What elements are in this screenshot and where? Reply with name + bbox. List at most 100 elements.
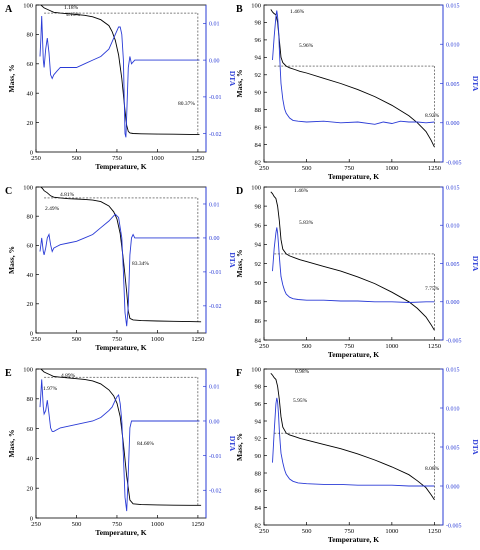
x-tick-label: 1250 (428, 165, 441, 172)
y2-axis-label: DTA (228, 252, 237, 268)
y2-tick-label: 0.015 (446, 185, 460, 191)
panel-label: F (236, 368, 242, 379)
dta-series-line (272, 227, 435, 303)
y-tick-label: 80 (27, 32, 34, 39)
x-axis-label: Temperature, K (95, 528, 146, 537)
y2-axis-label: DTA (471, 256, 480, 272)
y-tick-label: 84 (255, 337, 262, 344)
x-axis-label: Temperature, K (95, 162, 146, 171)
dta-series-line (272, 397, 435, 487)
y-tick-label: 98 (255, 384, 262, 391)
y-tick-label: 88 (255, 299, 262, 306)
y2-tick-label: -0.01 (209, 270, 222, 276)
y2-tick-label: 0.000 (446, 484, 460, 490)
x-tick-label: 1000 (151, 336, 164, 343)
x-tick-label: 1250 (428, 528, 441, 535)
y2-tick-label: 0.000 (446, 121, 460, 127)
mass-loss-annotation: 1.97% (43, 386, 58, 392)
y-tick-label: 100 (251, 2, 261, 9)
y-tick-label: 88 (255, 470, 262, 477)
x-tick-label: 500 (72, 155, 82, 162)
x-tick-label: 1250 (428, 343, 441, 350)
mass-loss-annotation: 4.89% (61, 373, 76, 379)
dta-series-line (39, 213, 200, 327)
mass-loss-annotation: 8.92% (425, 113, 440, 119)
x-tick-label: 1000 (385, 528, 398, 535)
y-tick-label: 90 (255, 280, 262, 287)
y2-tick-label: -0.005 (446, 338, 462, 344)
y-tick-label: 86 (255, 488, 262, 495)
y2-tick-label: -0.005 (446, 523, 462, 529)
dta-series-line (39, 379, 200, 512)
plot-frame (35, 368, 207, 519)
panel-a: A 250 500 750 1000 1250 Temperature, K 0 20 40 60 8… (5, 2, 237, 171)
x-tick-label: 1250 (191, 336, 204, 343)
panel-label: E (5, 368, 12, 379)
mass-loss-annotation: 5.96% (299, 43, 314, 49)
x-tick-label: 250 (259, 165, 269, 172)
x-tick-label: 1250 (191, 521, 204, 528)
y2-tick-label: 0.01 (209, 385, 220, 391)
panel-f: F 250 500 750 1000 1250 Temperature, K 82 84 86 88… (235, 366, 480, 544)
y-tick-label: 90 (255, 90, 262, 97)
y2-axis-label: DTA (471, 76, 480, 92)
mass-series-line (270, 191, 435, 331)
y2-tick-label: 0.00 (209, 419, 220, 425)
plot-frame (263, 186, 444, 341)
x-tick-label: 250 (31, 521, 41, 528)
y-tick-label: 92 (255, 72, 262, 79)
mass-loss-annotation: 1.46% (290, 9, 305, 15)
y-tick-label: 0 (30, 330, 33, 337)
y-tick-label: 100 (23, 184, 33, 191)
mass-loss-annotation: 4.13% (66, 12, 81, 18)
x-tick-label: 1000 (385, 165, 398, 172)
y-tick-label: 86 (255, 318, 262, 325)
y-tick-label: 88 (255, 107, 262, 114)
x-tick-label: 750 (344, 343, 354, 350)
y-tick-label: 80 (27, 396, 34, 403)
y-tick-label: 92 (255, 436, 262, 443)
y2-tick-label: 0.00 (209, 58, 220, 64)
y-tick-label: 0 (30, 515, 33, 522)
y-tick-label: 90 (255, 453, 262, 460)
mass-series-line (40, 369, 202, 506)
mass-series-line (40, 187, 202, 323)
y-tick-label: 82 (255, 159, 262, 166)
mass-loss-annotation: 8.08% (425, 466, 440, 472)
y2-tick-label: 0.005 (446, 262, 460, 268)
x-tick-label: 250 (259, 343, 269, 350)
y-tick-label: 60 (27, 61, 34, 68)
mass-loss-annotation: 1.18% (64, 5, 79, 11)
y-tick-label: 100 (251, 366, 261, 373)
dta-series-line (39, 15, 200, 138)
y-tick-label: 20 (27, 301, 34, 308)
mass-loss-annotation: 2.49% (45, 206, 60, 212)
plot-frame (35, 4, 207, 153)
panel-label: D (236, 186, 243, 197)
panel-label: C (5, 186, 12, 197)
y2-axis-label: DTA (228, 436, 237, 452)
y-tick-label: 82 (255, 522, 262, 529)
x-tick-label: 750 (112, 336, 122, 343)
y2-tick-label: 0.015 (446, 3, 460, 9)
panel-b: B 250 500 750 1000 1250 Temperature, K 82 84 86 88… (235, 2, 480, 181)
x-tick-label: 500 (302, 528, 312, 535)
mass-series-line (270, 9, 435, 148)
y-tick-label: 20 (27, 120, 34, 127)
y2-tick-label: 0.00 (209, 236, 220, 242)
y2-tick-label: -0.02 (209, 304, 222, 310)
y2-axis-label: DTA (471, 439, 480, 455)
panel-d: D 250 500 750 1000 1250 Temperature, K 84 86 88 90… (235, 184, 480, 359)
y-tick-label: 100 (23, 2, 33, 9)
mass-loss-annotation: 7.75% (425, 286, 440, 292)
y-tick-label: 40 (27, 272, 34, 279)
y-tick-label: 96 (255, 223, 262, 230)
x-tick-label: 750 (112, 155, 122, 162)
y2-tick-label: -0.02 (209, 489, 222, 495)
y-tick-label: 98 (255, 203, 262, 210)
y-tick-label: 84 (255, 505, 262, 512)
x-tick-label: 1000 (151, 521, 164, 528)
panel-label: B (236, 4, 243, 15)
y2-tick-label: -0.005 (446, 160, 462, 166)
